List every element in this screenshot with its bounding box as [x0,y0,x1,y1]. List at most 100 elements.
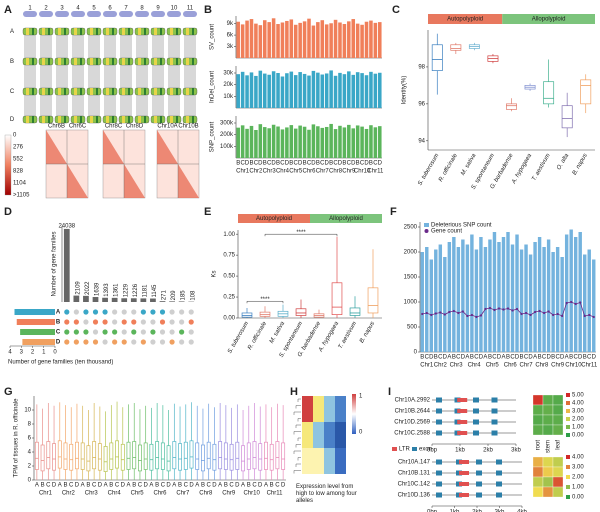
ltr [457,409,468,413]
x-tick-label: D [189,483,194,489]
gene-density [42,116,45,123]
matrix-dot [169,339,175,345]
x-tick-label: B [178,483,182,489]
x-tick-label: A [58,483,62,489]
chromosome [150,27,166,36]
box [281,442,286,470]
bar [245,20,249,58]
box [275,441,280,470]
bar [249,19,254,59]
synteny-ribbon [24,64,36,90]
x-group-label: Chr3 [85,491,99,497]
matrix-dot [169,319,175,325]
gene-density [64,28,66,35]
y-tick-label: 300k [220,121,234,127]
line-point [547,310,550,313]
exon [491,419,498,425]
bar [447,242,452,352]
synteny-ribbon [104,64,116,90]
y-tick-label: 0 [28,478,32,484]
bar [324,126,329,158]
x-tick-label: D [235,483,240,489]
matrix-dot [179,319,185,325]
x-tick-label: C [320,161,325,167]
matrix-dot [150,319,156,325]
x-group-label: Chr8 [199,491,213,497]
x-group-label: Chr9 [551,363,565,369]
matrix-dot [83,319,89,325]
gene-name: Chr10C.142 [398,482,431,488]
y-tick-label: 8 [28,422,32,428]
gene-density [90,58,93,65]
matrix-dot [64,329,70,335]
bar [519,249,524,352]
y-tick-label: 2500 [404,225,418,231]
colorbar-step [566,401,570,405]
gene-density [154,28,157,35]
chromosome-number: 9 [156,6,160,12]
line-point [552,313,555,317]
gene-density [64,58,66,65]
x-group-label: Chr1 [236,169,250,175]
bar [316,126,320,158]
chromosome [166,115,182,124]
matrix-dot [121,329,127,335]
line-point [520,312,523,316]
colorbar-label: 1 [359,394,363,400]
chromosome-number: 6 [108,6,112,12]
chromosome-header [39,11,53,17]
bar [320,20,325,58]
dendrogram [297,398,301,402]
x-tick-label: C [254,161,259,167]
chromosome [118,87,134,96]
x-tick-label: D [271,161,276,167]
x-tick-label: B [276,161,280,167]
bar [298,22,302,58]
synteny-ribbon [40,64,52,90]
colorbar-label: 552 [13,157,24,163]
synteny-ribbon [72,94,84,118]
hic-diagonal [46,130,67,164]
colorbar-label: 4.00 [572,401,584,407]
bar [258,124,263,158]
box [97,443,102,471]
x-tick-label: D [98,483,103,489]
matrix-dot [92,309,99,315]
bar [262,73,267,108]
exon [491,397,498,403]
x-group-label: Chr2 [249,169,263,175]
bar [573,237,578,352]
bar-value-label: 2109 [75,281,81,295]
x-tick-label: D [429,355,434,361]
gene-density [96,28,98,35]
matrix-dot [179,309,185,315]
chromosome-header [55,11,69,17]
bar [302,126,307,158]
bar [342,74,347,108]
gene-density [74,58,77,65]
matrix-dot [92,319,99,325]
line-point [470,313,473,317]
colorbar-label: 2.00 [572,417,584,423]
bar [271,71,276,108]
bar-value-label: 108 [190,290,196,301]
bar [285,20,289,58]
heatmap-cell [324,448,335,474]
synteny-ribbon [88,94,100,118]
ltr [459,482,469,486]
x-tick-label: C [587,355,592,361]
x-tick-label: B [538,355,542,361]
scale-label: 0bp [427,448,438,454]
ltr [459,460,469,464]
x-tick-label: B [41,483,45,489]
chromosome [22,57,38,66]
x-group-label: Chr10 [565,363,582,369]
x-tick-label: D [378,161,383,167]
gene-density [80,88,82,95]
bar [280,22,285,58]
box [63,442,68,470]
gene-density [192,58,194,65]
gene-density [42,28,45,35]
gene-density [170,88,173,95]
bar [276,24,280,58]
